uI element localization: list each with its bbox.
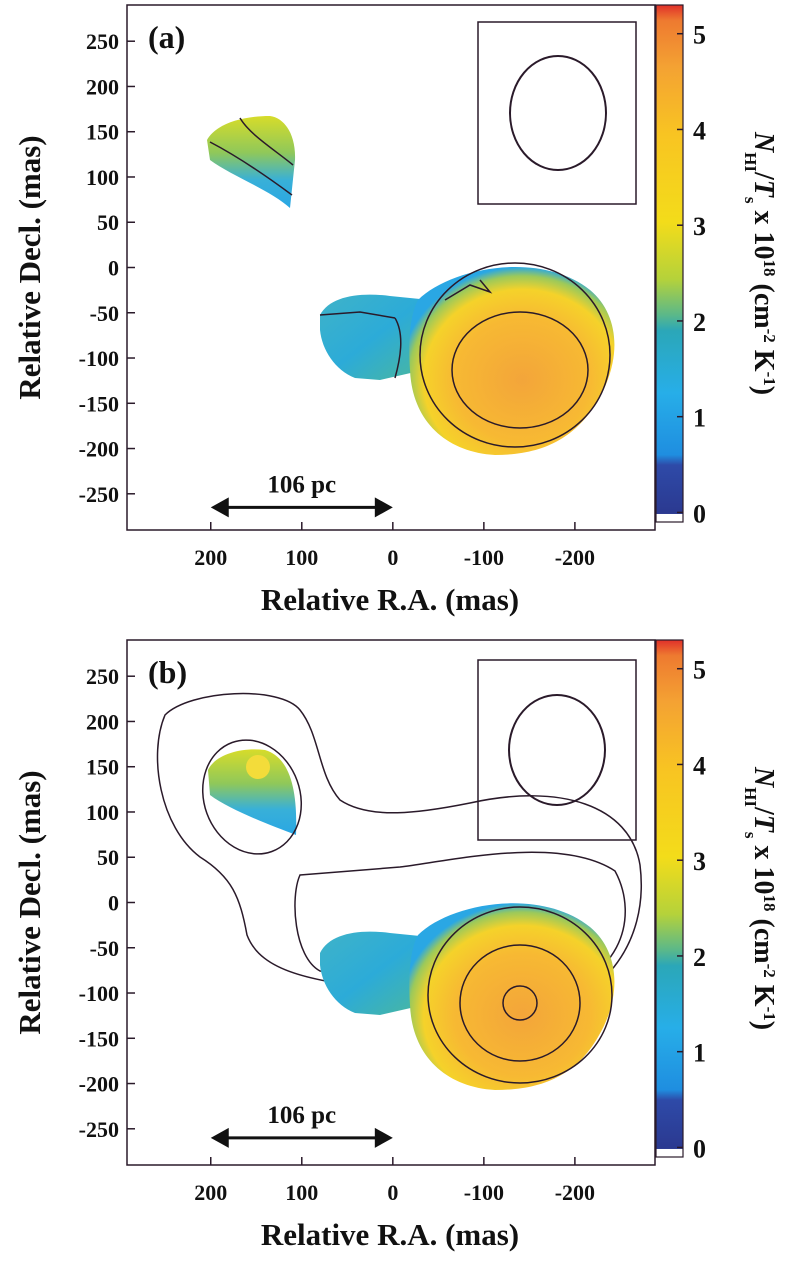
- x-tick-label: 100: [285, 545, 318, 570]
- colorbar-label-part: T: [748, 180, 779, 199]
- colorbar-label-part: s: [742, 832, 761, 839]
- colorbar-label-part: ): [748, 1021, 779, 1030]
- map: [156, 692, 642, 1090]
- colorbar-tick-label: 1: [693, 1039, 706, 1068]
- colorbar-tick-label: 1: [693, 404, 706, 433]
- y-tick-label: -250: [79, 1117, 119, 1142]
- y-tick-label: -100: [79, 981, 119, 1006]
- y-tick-label: -250: [79, 482, 119, 507]
- panel-label: (a): [148, 19, 185, 55]
- panel: 200 100 0 -100 -200250200150100500-50-100-15…: [12, 4, 780, 617]
- scale-bar-label: 106 pc: [267, 1102, 336, 1129]
- y-tick-label: 100: [86, 165, 119, 190]
- x-tick-label: 0: [387, 1180, 398, 1205]
- colorbar-label-part: 18: [761, 895, 780, 912]
- beam: [508, 694, 606, 806]
- x-tick-label: 200: [194, 545, 227, 570]
- y-tick-label: -200: [79, 437, 119, 462]
- x-tick-label: 0: [387, 545, 398, 570]
- x-tick-label: -100: [464, 1180, 504, 1205]
- colorbar-label-part: -2: [761, 964, 780, 978]
- colorbar-label-part: x 10: [748, 204, 779, 260]
- colorbar-tick-label: 5: [693, 21, 706, 50]
- y-tick-label: 200: [86, 74, 119, 99]
- plot-frame: [126, 639, 656, 1166]
- colorbar-label-part: N: [748, 131, 779, 154]
- colorbar-tick-label: 2: [693, 308, 706, 337]
- colorbar: [655, 4, 684, 523]
- colorbar-label-part: -1: [761, 372, 780, 386]
- beam-box: [477, 659, 637, 841]
- y-tick-label: -150: [79, 1026, 119, 1051]
- colorbar-label-part: /: [748, 806, 779, 816]
- panel: 200 100 0 -100 -200250200150100500-50-100-15…: [12, 639, 780, 1252]
- y-tick-label: -50: [90, 301, 119, 326]
- colorbar-tick-label: 2: [693, 943, 706, 972]
- colorbar-label-part: x 10: [748, 839, 779, 895]
- y-tick-label: 150: [86, 755, 119, 780]
- colorbar-tick-label: 0: [693, 1134, 706, 1163]
- y-tick-label: -200: [79, 1072, 119, 1097]
- y-tick-label: 200: [86, 709, 119, 734]
- y-axis-label: Relative Decl. (mas): [12, 770, 47, 1034]
- colorbar-tick-label: 0: [693, 499, 706, 528]
- colorbar-tick-label: 3: [693, 847, 706, 876]
- colorbar-label-part: N: [748, 766, 779, 789]
- colorbar-label: NHI/Ts x 1018 (cm-2 K-1): [742, 131, 780, 395]
- x-tick-label: 100: [285, 1180, 318, 1205]
- y-tick-label: 50: [97, 210, 119, 235]
- colorbar-label-part: T: [748, 815, 779, 834]
- colorbar-label-part: -1: [761, 1007, 780, 1021]
- colorbar-tick-label: 3: [693, 212, 706, 241]
- colorbar-label-part: HI: [742, 152, 761, 172]
- y-tick-label: -100: [79, 346, 119, 371]
- y-tick-label: 100: [86, 800, 119, 825]
- x-axis-label: Relative R.A. (mas): [261, 1217, 519, 1252]
- scale-bar-label: 106 pc: [267, 471, 336, 498]
- y-axis-label: Relative Decl. (mas): [12, 135, 47, 399]
- colorbar-label-part: -2: [761, 329, 780, 343]
- x-tick-label: -200: [555, 1180, 595, 1205]
- x-tick-label: -200: [555, 545, 595, 570]
- plot-frame: [126, 4, 656, 531]
- y-tick-label: -150: [79, 391, 119, 416]
- y-tick-label: 250: [86, 664, 119, 689]
- colorbar: [655, 639, 684, 1158]
- map: [207, 116, 615, 455]
- colorbar-label-part: /: [748, 171, 779, 181]
- colorbar-label-part: (cm: [748, 912, 779, 964]
- colorbar-label-part: s: [742, 197, 761, 204]
- y-tick-label: 50: [97, 845, 119, 870]
- colorbar-label-part: ): [748, 386, 779, 395]
- x-tick-label: 200: [194, 1180, 227, 1205]
- y-tick-label: 0: [108, 891, 119, 916]
- beam-box: [477, 21, 637, 205]
- colorbar-tick-label: 4: [693, 751, 706, 780]
- y-tick-label: 0: [108, 256, 119, 281]
- y-tick-label: 250: [86, 29, 119, 54]
- colorbar-label-part: K: [748, 978, 779, 1007]
- x-axis-label: Relative R.A. (mas): [261, 582, 519, 617]
- colorbar-label-part: K: [748, 343, 779, 372]
- y-tick-label: -50: [90, 936, 119, 961]
- y-tick-label: 150: [86, 120, 119, 145]
- colorbar-tick-label: 4: [693, 116, 706, 145]
- colorbar-label-part: (cm: [748, 277, 779, 329]
- colorbar-tick-label: 5: [693, 656, 706, 685]
- panel-label: (b): [148, 654, 187, 690]
- beam: [509, 55, 607, 171]
- colorbar-label-part: HI: [742, 787, 761, 807]
- colorbar-label: NHI/Ts x 1018 (cm-2 K-1): [742, 766, 780, 1030]
- x-tick-label: -100: [464, 545, 504, 570]
- colorbar-label-part: 18: [761, 260, 780, 277]
